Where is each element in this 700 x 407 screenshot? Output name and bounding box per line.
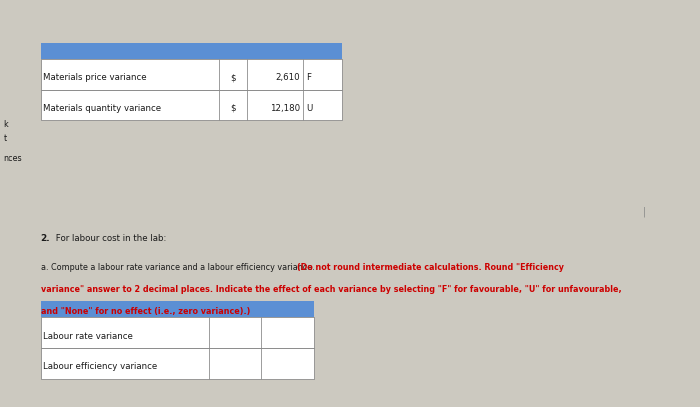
Text: For labour cost in the lab:: For labour cost in the lab: — [53, 234, 167, 243]
Text: (Do not round intermediate calculations. Round "Efficiency: (Do not round intermediate calculations.… — [297, 263, 564, 271]
Text: F: F — [306, 73, 311, 83]
Text: variance" answer to 2 decimal places. Indicate the effect of each variance by se: variance" answer to 2 decimal places. In… — [41, 285, 621, 294]
Text: $: $ — [230, 104, 236, 113]
Text: Labour rate variance: Labour rate variance — [43, 332, 133, 341]
FancyBboxPatch shape — [41, 301, 314, 317]
Text: k: k — [4, 120, 8, 129]
Text: Materials price variance: Materials price variance — [43, 73, 147, 83]
Text: nces: nces — [4, 154, 22, 163]
Text: $: $ — [230, 73, 236, 83]
FancyBboxPatch shape — [41, 59, 342, 90]
Text: U: U — [306, 104, 312, 113]
Text: 12,180: 12,180 — [270, 104, 300, 113]
Text: 2,610: 2,610 — [276, 73, 300, 83]
FancyBboxPatch shape — [41, 90, 342, 120]
Text: Materials quantity variance: Materials quantity variance — [43, 104, 162, 113]
Text: a. Compute a labour rate variance and a labour efficiency variance.: a. Compute a labour rate variance and a … — [41, 263, 317, 271]
Text: and "None" for no effect (i.e., zero variance).): and "None" for no effect (i.e., zero var… — [41, 307, 250, 316]
FancyBboxPatch shape — [41, 348, 314, 379]
Text: t: t — [4, 134, 6, 143]
Text: Labour efficiency variance: Labour efficiency variance — [43, 362, 158, 372]
Text: |: | — [643, 206, 645, 217]
FancyBboxPatch shape — [41, 43, 342, 59]
Text: 2.: 2. — [41, 234, 50, 243]
FancyBboxPatch shape — [41, 317, 314, 348]
